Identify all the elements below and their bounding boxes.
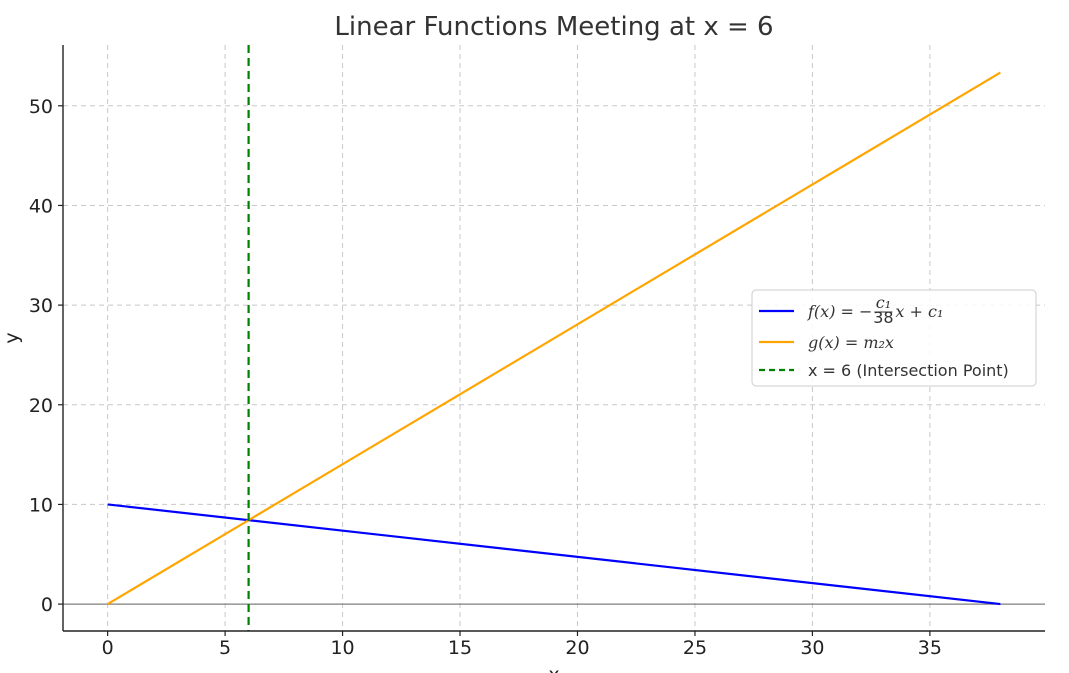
legend-label-2: x = 6 (Intersection Point)	[808, 361, 1009, 380]
series-group	[107, 45, 1001, 631]
y-tick-label: 10	[29, 494, 53, 516]
x-tick-label: 35	[918, 637, 942, 659]
legend-label-1: g(x) = m₂x	[808, 333, 894, 352]
y-tick-label: 40	[29, 195, 53, 217]
y-tick-label: 0	[41, 594, 53, 616]
x-tick-label: 20	[565, 637, 589, 659]
x-tick-label: 30	[800, 637, 824, 659]
chart-title: Linear Functions Meeting at x = 6	[334, 12, 773, 42]
y-tick-label: 50	[29, 96, 53, 118]
x-axis-label: x	[548, 664, 559, 673]
axes: 0 5 10 15 20 25 30 35 0 10 20 30 40 50	[29, 45, 1045, 659]
series-line-1	[107, 71, 1001, 606]
legend-fraction-numerator: c₁	[876, 293, 891, 312]
series-line-0	[107, 503, 1001, 606]
y-tick-label: 30	[29, 295, 53, 317]
x-tick-label: 0	[102, 637, 114, 659]
legend-label-0-rest: x + c₁	[895, 302, 943, 321]
x-tick-label: 15	[448, 637, 472, 659]
x-tick-label: 10	[330, 637, 354, 659]
legend-box	[751, 289, 1037, 387]
legend-label-0: f(x) = −	[807, 302, 872, 321]
legend-fraction-denominator: 38	[873, 308, 893, 327]
y-axis-label: y	[1, 332, 23, 343]
x-tick-label: 5	[219, 637, 231, 659]
y-tick-label: 20	[29, 395, 53, 417]
x-tick-label: 25	[683, 637, 707, 659]
